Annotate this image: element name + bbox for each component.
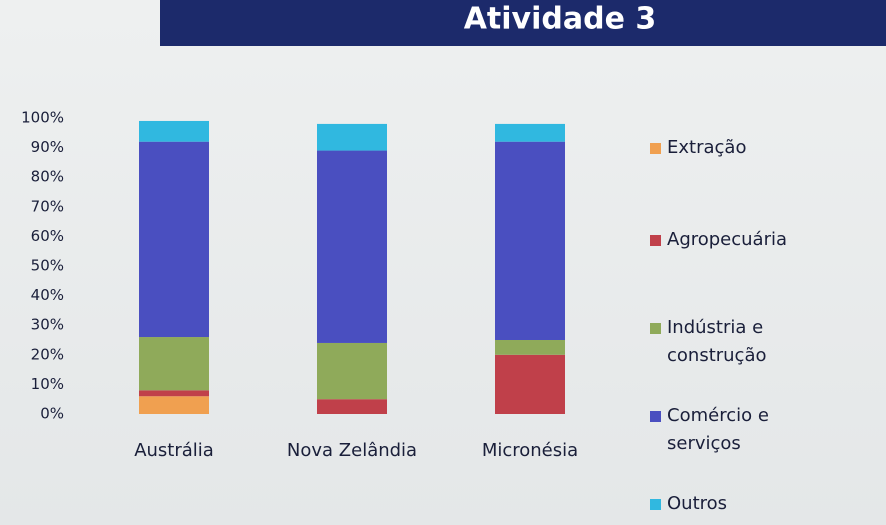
title-banner	[160, 0, 886, 46]
legend-label: Comércio e serviços	[667, 405, 769, 454]
y-tick-label: 20%	[31, 345, 64, 363]
legend-item: Indústria e construção	[650, 314, 800, 370]
chart-title: Atividade 3	[464, 2, 657, 37]
legend-item: Outros	[650, 490, 800, 518]
y-tick-label: 10%	[31, 375, 64, 393]
legend-label: Indústria e construção	[667, 317, 767, 366]
bar-segment	[495, 141, 565, 340]
bar-segment	[139, 337, 209, 391]
legend-item: Extração	[650, 134, 800, 162]
legend-swatch	[650, 235, 661, 246]
y-tick-label: 40%	[31, 286, 64, 304]
y-tick-label: 70%	[31, 197, 64, 215]
legend-swatch	[650, 143, 661, 154]
x-tick-label: Nova Zelândia	[287, 440, 417, 461]
y-tick-label: 100%	[21, 109, 64, 127]
bar-segment	[317, 123, 387, 151]
legend-label: Extração	[667, 137, 747, 158]
legend-swatch	[650, 499, 661, 510]
y-tick-label: 30%	[31, 316, 64, 334]
legend-item: Comércio e serviços	[650, 402, 800, 458]
bar-segment	[495, 354, 565, 414]
legend-swatch	[650, 323, 661, 334]
bar-segment	[495, 123, 565, 142]
y-tick-label: 60%	[31, 227, 64, 245]
y-tick-label: 80%	[31, 168, 64, 186]
y-tick-label: 90%	[31, 138, 64, 156]
y-tick-label: 50%	[31, 257, 64, 275]
bar-segment	[139, 120, 209, 142]
y-tick-label: 0%	[40, 405, 64, 423]
legend-label: Agropecuária	[667, 229, 788, 250]
legend-item: Agropecuária	[650, 226, 800, 254]
bar-segment	[139, 390, 209, 397]
bar-segment	[317, 399, 387, 414]
bar-segment	[139, 396, 209, 414]
bar-segment	[495, 340, 565, 355]
legend-label: Outros	[667, 493, 728, 514]
bar-segment	[139, 141, 209, 338]
x-tick-label: Micronésia	[482, 440, 578, 461]
legend-swatch	[650, 411, 661, 422]
bar-segment	[317, 342, 387, 400]
x-tick-label: Austrália	[134, 440, 214, 461]
bar-segment	[317, 150, 387, 343]
